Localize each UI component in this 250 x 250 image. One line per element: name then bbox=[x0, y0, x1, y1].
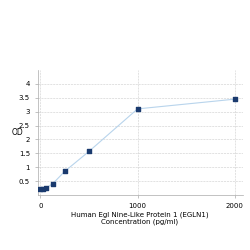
X-axis label: Human Egl Nine-Like Protein 1 (EGLN1)
Concentration (pg/ml): Human Egl Nine-Like Protein 1 (EGLN1) Co… bbox=[71, 212, 209, 226]
Point bbox=[50, 182, 54, 186]
Point bbox=[136, 107, 140, 111]
Point bbox=[44, 186, 48, 190]
Point bbox=[38, 188, 42, 192]
Point bbox=[63, 170, 67, 173]
Point bbox=[233, 97, 237, 101]
Point bbox=[87, 150, 91, 154]
Point bbox=[42, 187, 46, 191]
Y-axis label: OD: OD bbox=[12, 128, 23, 137]
